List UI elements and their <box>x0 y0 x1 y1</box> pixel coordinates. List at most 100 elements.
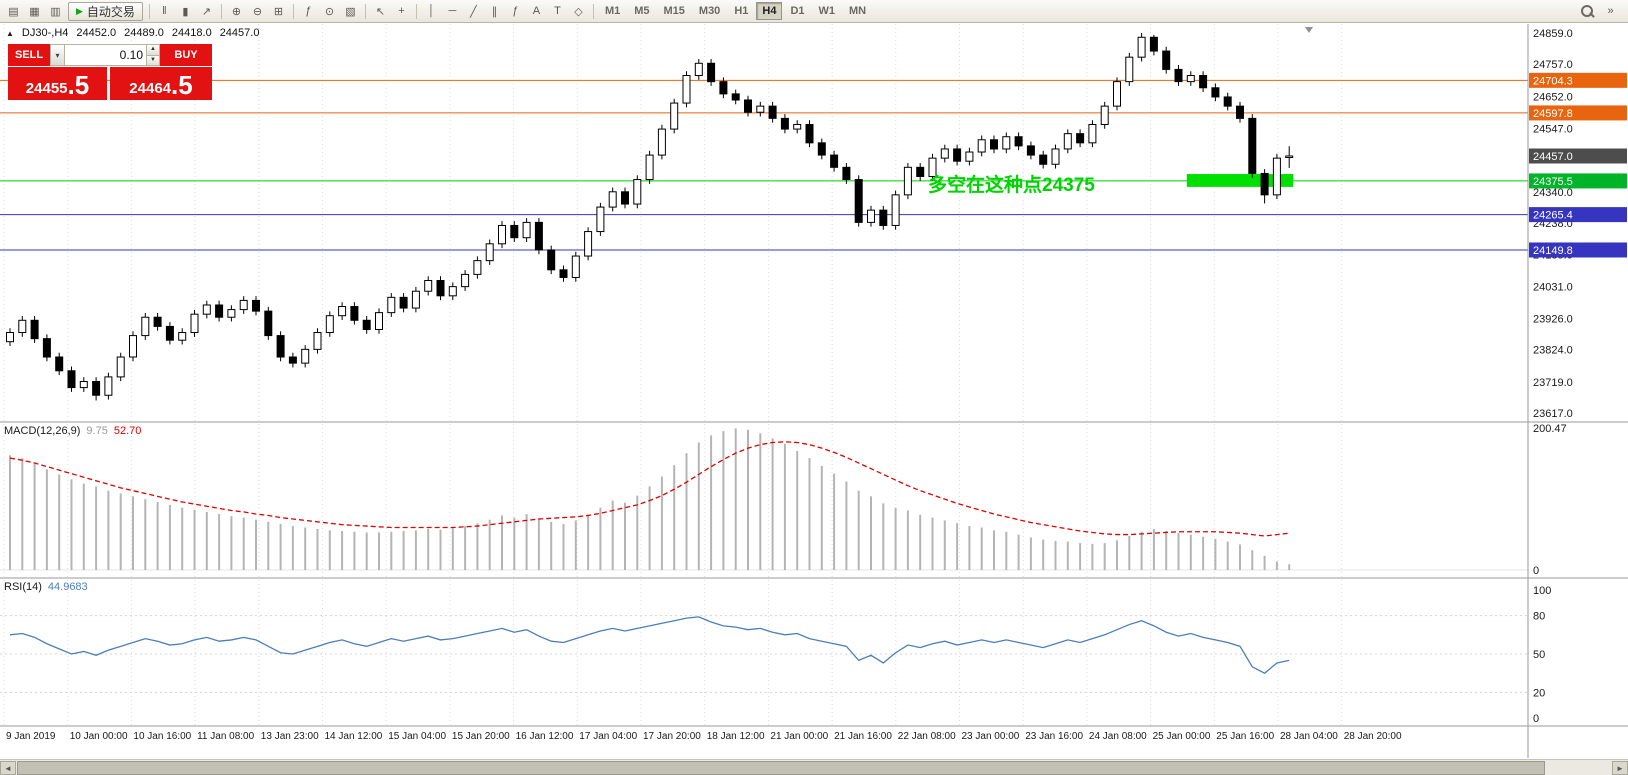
zoom-in-icon[interactable]: ⊕ <box>231 5 242 18</box>
tf-button-w1[interactable]: W1 <box>818 5 836 17</box>
crosshair-icon[interactable]: + <box>398 5 405 17</box>
horizontal-scrollbar[interactable]: ◄ ► <box>0 759 1628 775</box>
macd-pane[interactable] <box>0 423 1528 578</box>
candle-body <box>1088 123 1097 144</box>
tf-button-h1[interactable]: H1 <box>734 5 749 17</box>
price-tick: 24547.0 <box>1533 123 1573 135</box>
panel-toggle-icon[interactable]: ▲ <box>6 28 14 38</box>
price-badge-value: 24265.4 <box>1533 210 1573 222</box>
tf-button-m1[interactable]: M1 <box>604 5 621 17</box>
volume-field: ▲ ▼ <box>65 44 160 66</box>
channel-icon[interactable]: ∥ <box>491 5 498 18</box>
time-label: 25 Jan 16:00 <box>1216 731 1274 742</box>
scrollbar-thumb[interactable] <box>17 761 1545 775</box>
candle-body <box>129 335 137 358</box>
text-icon[interactable]: A <box>532 5 541 17</box>
search-icon[interactable] <box>1580 4 1594 18</box>
horizontal-line-icon[interactable]: ─ <box>448 5 457 17</box>
candle-body <box>657 128 666 156</box>
cursor-icon[interactable]: ↖ <box>375 5 386 18</box>
candle-body <box>375 312 383 330</box>
tf-button-m5[interactable]: M5 <box>634 5 650 17</box>
time-label: 22 Jan 08:00 <box>898 731 956 742</box>
candle-body <box>891 194 900 226</box>
chart-window-icon[interactable]: ▦ <box>29 5 40 18</box>
tile-windows-icon[interactable]: ⊞ <box>273 5 284 18</box>
templates-icon[interactable]: ▧ <box>345 5 356 18</box>
tf-button-mn[interactable]: MN <box>849 5 867 17</box>
rsi-scale-tick: 50 <box>1533 649 1545 661</box>
candlestick-chart-icon[interactable]: ▮ <box>182 5 189 18</box>
zoom-out-icon[interactable]: ⊖ <box>252 5 263 18</box>
price-tick: 24757.0 <box>1533 59 1573 71</box>
time-axis[interactable] <box>0 727 1528 757</box>
candle-body <box>55 356 64 372</box>
buy-button[interactable]: BUY <box>160 44 212 66</box>
market-watch-icon[interactable]: ▥ <box>50 5 61 18</box>
price-badge <box>1529 242 1627 258</box>
candle-body <box>313 332 322 350</box>
time-label: 11 Jan 08:00 <box>197 731 255 742</box>
rsi-pane[interactable] <box>0 579 1528 726</box>
time-label: 21 Jan 16:00 <box>834 731 892 742</box>
new-order-icon[interactable]: ▤ <box>8 5 19 18</box>
main-chart-pane[interactable] <box>0 24 1528 422</box>
autotrading-button[interactable]: ▶ 自动交易 <box>68 1 143 21</box>
price-tick: 23719.0 <box>1533 377 1573 389</box>
tf-button-m30[interactable]: M30 <box>698 5 721 17</box>
volume-dropdown[interactable]: ▾ <box>50 44 65 66</box>
arrows-icon[interactable]: ◇ <box>574 5 583 18</box>
sell-button[interactable]: SELL <box>8 44 50 66</box>
price-tick: 24340.0 <box>1533 187 1573 199</box>
candle-body <box>793 123 802 130</box>
candle-body <box>387 296 396 314</box>
toolbar-separator <box>220 3 222 19</box>
candle-body <box>744 99 752 113</box>
scrollbar-right-arrow-icon[interactable]: ► <box>1612 761 1628 775</box>
candle-body <box>338 306 347 317</box>
tf-button-m15[interactable]: M15 <box>663 5 685 17</box>
line-chart-icon[interactable]: ↗ <box>201 5 212 18</box>
candle-body <box>411 290 420 309</box>
candle-body <box>940 148 949 159</box>
vertical-line-icon[interactable]: │ <box>428 5 435 17</box>
label-icon[interactable]: T <box>554 5 561 17</box>
candle-body <box>202 304 211 315</box>
chart-annotation-text[interactable]: 多空在这种点24375 <box>928 173 1095 196</box>
candle-body <box>571 255 580 278</box>
overflow-icon[interactable]: » <box>1607 5 1614 17</box>
scrollbar-left-arrow-icon[interactable]: ◄ <box>0 761 16 775</box>
candle-body <box>42 338 51 358</box>
chart-ohlc-header: ▲ DJ30-,H4 24452.0 24489.0 24418.0 24457… <box>6 27 259 39</box>
candle-body <box>1223 96 1232 107</box>
bar-chart-icon[interactable]: ‖ <box>162 5 167 17</box>
volume-up-icon[interactable]: ▲ <box>147 45 159 55</box>
tf-button-d1[interactable]: D1 <box>790 5 805 17</box>
fibonacci-icon[interactable]: ƒ <box>512 5 519 17</box>
price-tick: 23926.0 <box>1533 313 1573 325</box>
chart-shift-marker[interactable] <box>1305 27 1313 33</box>
periods-icon[interactable]: ⊙ <box>324 5 335 18</box>
volume-down-icon[interactable]: ▼ <box>147 54 159 65</box>
time-label: 18 Jan 12:00 <box>707 731 765 742</box>
candle-body <box>1002 136 1011 150</box>
price-tick: 23824.0 <box>1533 345 1573 357</box>
price-axis[interactable] <box>1528 24 1628 758</box>
price-badge-value: 24704.3 <box>1533 75 1573 87</box>
buy-price-button[interactable]: 24464 .5 <box>110 67 212 100</box>
candle-body <box>817 142 826 156</box>
candle-body <box>670 102 679 130</box>
candle-body <box>141 316 150 337</box>
candle-body <box>178 332 187 341</box>
tf-button-h4[interactable]: H4 <box>756 2 783 20</box>
candle-body <box>1260 172 1269 196</box>
trendline-icon[interactable]: ╱ <box>470 5 477 18</box>
toolbar: ▤ ▦ ▥ ▶ 自动交易 ‖ ▮ ↗ ⊕ ⊖ ⊞ ƒ ⊙ ▧ ↖ + │ ─ ╱… <box>0 0 1628 23</box>
toolbar-separator <box>364 3 366 19</box>
candle-body <box>903 166 912 196</box>
volume-input[interactable] <box>65 45 146 65</box>
indicators-icon[interactable]: ƒ <box>305 5 312 17</box>
candle-body <box>1236 105 1244 119</box>
sell-price-button[interactable]: 24455 .5 <box>8 67 107 100</box>
